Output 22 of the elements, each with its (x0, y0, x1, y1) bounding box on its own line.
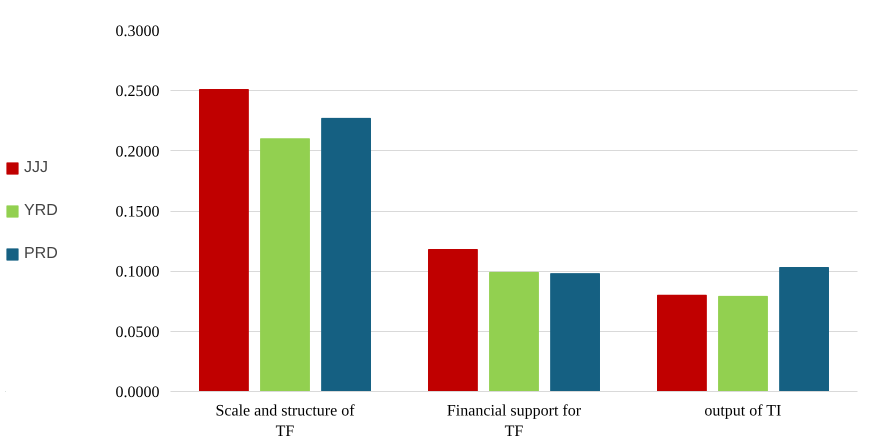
x-tick-label: Scale and structure of TF (215, 402, 356, 440)
bar (657, 294, 707, 392)
bar (489, 272, 539, 392)
legend-label: YRD (24, 202, 58, 220)
bar (550, 273, 600, 392)
bar (779, 267, 829, 392)
y-tick-label: 0.1000 (116, 264, 160, 281)
y-tick-label: 0.1500 (116, 204, 160, 220)
y-tick-label: 0.3000 (116, 23, 160, 40)
x-tick-label: output of TI (704, 402, 782, 420)
y-tick-label: 0.0500 (116, 324, 160, 341)
x-tick-label: Financial support for TF (446, 402, 582, 440)
legend-label: PRD (24, 244, 58, 262)
bar (260, 138, 310, 392)
y-tick-label: 0.2000 (116, 143, 160, 160)
bar (199, 88, 249, 392)
bar (428, 249, 478, 392)
legend-label: JJJ (24, 158, 48, 176)
y-tick-label: 0.0000 (116, 384, 160, 401)
y-tick-label: 0.2500 (116, 83, 160, 100)
bar (718, 296, 768, 392)
bar (321, 118, 371, 392)
